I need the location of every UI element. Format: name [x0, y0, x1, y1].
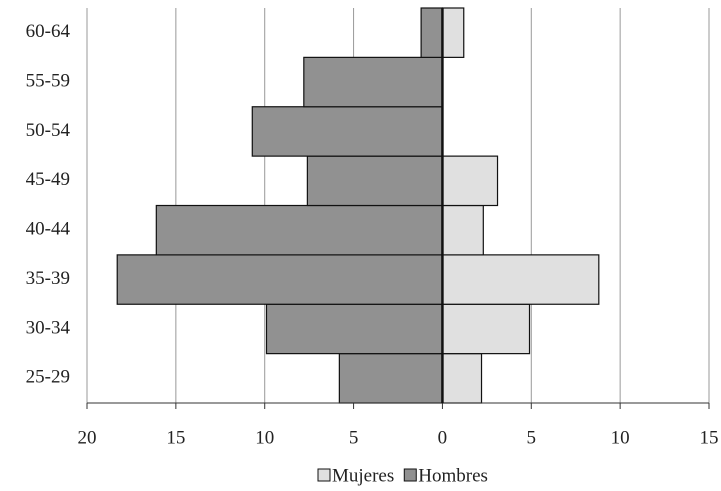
bar	[338, 353, 444, 404]
y-tick-label: 35-39	[26, 268, 70, 289]
bar	[306, 155, 444, 207]
bar	[441, 353, 483, 404]
legend-swatch	[403, 468, 417, 482]
bar	[441, 155, 499, 207]
bar	[303, 56, 444, 108]
y-tick-label: 60-64	[26, 21, 71, 42]
y-tick-label: 45-49	[26, 169, 70, 190]
legend-label: Hombres	[418, 465, 488, 486]
bar	[420, 7, 444, 58]
legend-swatch	[317, 468, 331, 482]
y-tick-label: 50-54	[26, 120, 71, 141]
y-tick-label: 40-44	[26, 219, 71, 240]
bar	[116, 254, 444, 305]
x-tick-label: 15	[700, 427, 719, 448]
y-tick-label: 30-34	[26, 317, 71, 338]
bar	[441, 7, 465, 58]
bar	[265, 303, 444, 355]
x-tick-label: 20	[78, 427, 97, 448]
bar	[441, 303, 531, 355]
legend-label: Mujeres	[332, 465, 394, 486]
x-tick-label: 15	[166, 427, 185, 448]
x-tick-label: 0	[438, 427, 448, 448]
bar	[155, 204, 444, 256]
bar	[441, 204, 484, 256]
x-tick-label: 10	[611, 427, 630, 448]
y-tick-label: 55-59	[26, 70, 70, 91]
x-tick-label: 5	[527, 427, 537, 448]
y-tick-label: 25-29	[26, 367, 70, 388]
bar	[441, 254, 600, 305]
x-tick-label: 10	[255, 427, 274, 448]
x-tick-label: 5	[349, 427, 359, 448]
bar	[251, 106, 444, 157]
